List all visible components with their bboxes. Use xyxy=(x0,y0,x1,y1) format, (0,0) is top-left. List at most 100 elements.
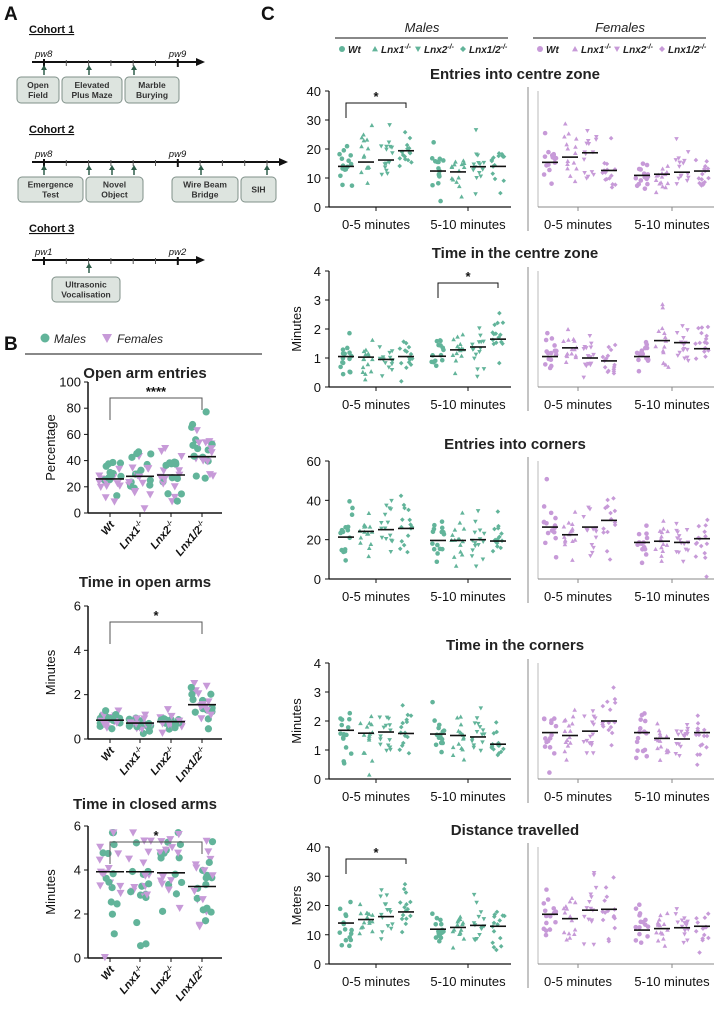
female-data-point xyxy=(570,538,575,544)
female-data-point xyxy=(661,936,666,941)
male-data-point xyxy=(399,538,405,544)
female-data-point xyxy=(564,757,569,762)
female-data-point xyxy=(679,924,685,929)
test-box-label: Object xyxy=(101,190,128,200)
female-data-point xyxy=(663,334,668,340)
female-data-point xyxy=(561,930,567,935)
test-box-label: Wire Beam xyxy=(183,180,227,190)
male-data-point xyxy=(433,921,439,927)
test-arrowhead-icon xyxy=(41,65,47,70)
male-data-point xyxy=(341,736,346,741)
female-data-point xyxy=(115,465,124,474)
female-data-point xyxy=(587,899,592,905)
female-data-point xyxy=(674,137,679,142)
x-period-label: 5-10 minutes xyxy=(634,397,710,412)
female-data-point xyxy=(696,176,702,181)
female-data-point xyxy=(116,882,125,891)
male-data-point xyxy=(366,737,372,742)
female-data-point xyxy=(680,559,686,564)
male-data-point xyxy=(388,926,394,931)
female-data-point xyxy=(562,534,567,539)
significance-label: **** xyxy=(146,384,167,399)
y-tick-label: 4 xyxy=(74,863,81,878)
male-data-point xyxy=(171,724,179,732)
male-data-point xyxy=(472,544,478,549)
male-data-point xyxy=(461,936,467,941)
female-data-point xyxy=(637,351,643,357)
female-data-point xyxy=(584,364,589,369)
male-data-point xyxy=(369,722,374,727)
female-data-point xyxy=(699,742,705,747)
female-data-point xyxy=(589,542,595,548)
x-period-label: 0-5 minutes xyxy=(544,217,612,232)
significance-label: * xyxy=(373,845,379,860)
male-data-point xyxy=(193,894,201,902)
female-data-point xyxy=(208,872,217,880)
female-data-point xyxy=(562,728,568,734)
legend-c-female-item-superscript: -/- xyxy=(604,44,611,51)
y-tick-label: 30 xyxy=(307,113,321,128)
male-data-point xyxy=(164,490,172,498)
female-data-point xyxy=(564,937,570,942)
female-data-point xyxy=(658,912,663,918)
x-period-label: 5-10 minutes xyxy=(634,217,710,232)
male-data-point xyxy=(480,167,486,172)
female-data-point xyxy=(574,166,579,171)
female-data-point xyxy=(657,528,663,533)
female-data-point xyxy=(612,520,618,525)
male-data-point xyxy=(404,902,409,907)
female-data-point xyxy=(112,719,121,727)
female-data-point xyxy=(572,927,578,932)
male-data-point xyxy=(347,943,352,949)
test-box-frame xyxy=(61,76,123,104)
female-data-point xyxy=(589,743,594,748)
female-data-point xyxy=(566,931,572,936)
female-data-point xyxy=(542,744,548,749)
male-data-point xyxy=(107,898,115,906)
legend-male: Males xyxy=(54,332,86,346)
male-data-point xyxy=(432,718,437,723)
female-data-point xyxy=(553,515,558,521)
female-data-point xyxy=(600,170,605,176)
male-data-point xyxy=(453,563,459,568)
male-data-point xyxy=(398,360,404,366)
female-data-point xyxy=(635,748,640,753)
female-data-point xyxy=(608,135,614,141)
male-data-point xyxy=(207,690,215,698)
female-data-point xyxy=(654,173,659,178)
legend-c-female-item: Wt xyxy=(546,45,559,56)
female-data-point xyxy=(658,744,664,749)
female-data-point xyxy=(603,885,609,890)
cohort-title: Cohort 1 xyxy=(29,24,74,36)
female-data-point xyxy=(605,353,611,359)
female-data-point xyxy=(674,729,679,734)
test-box-frame xyxy=(85,176,144,203)
male-data-point xyxy=(497,534,502,540)
female-data-point xyxy=(589,170,595,175)
male-data-point xyxy=(495,525,501,531)
male-data-point xyxy=(384,503,389,508)
male-data-point xyxy=(460,332,466,337)
chart-c2: Time in the centre zone 0 1 2 3 4 Minutes 0-5 m… xyxy=(289,245,714,412)
male-data-point xyxy=(449,176,455,181)
female-data-point xyxy=(96,483,105,491)
male-data-point xyxy=(473,519,478,524)
male-data-point xyxy=(491,730,497,736)
male-data-point xyxy=(347,330,352,336)
female-data-point xyxy=(704,744,709,750)
female-data-point xyxy=(653,344,659,349)
legend-c-male-item-text: Lnx1/2 xyxy=(469,45,501,56)
male-data-point xyxy=(495,509,501,514)
female-data-point xyxy=(659,553,664,558)
x-category-label-superscript: -/- xyxy=(165,745,175,755)
male-data-point xyxy=(498,332,503,338)
female-data-point xyxy=(207,445,216,453)
female-data-point xyxy=(608,347,614,353)
female-data-point xyxy=(699,177,705,182)
female-data-point xyxy=(609,185,615,190)
male-data-point xyxy=(378,894,383,899)
y-tick-label: 20 xyxy=(307,899,321,914)
female-data-point xyxy=(561,906,567,911)
